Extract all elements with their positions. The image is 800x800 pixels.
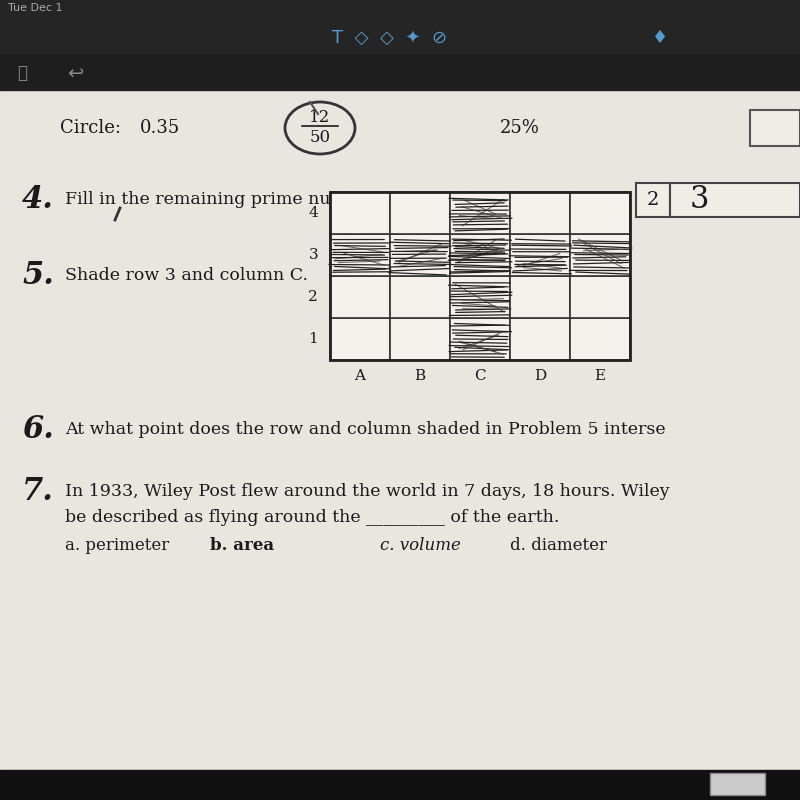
Text: Tue Dec 1: Tue Dec 1 (8, 3, 62, 13)
Bar (570, 234, 630, 276)
Text: a. perimeter: a. perimeter (65, 537, 170, 554)
Text: T  ◇  ◇  ✦  ⊘: T ◇ ◇ ✦ ⊘ (333, 29, 447, 47)
Text: ↩: ↩ (67, 63, 83, 82)
Bar (636, 183, 670, 217)
Bar (330, 234, 390, 276)
Text: A: A (354, 369, 366, 383)
Text: At what point does the row and column shaded in Problem 5 interse: At what point does the row and column sh… (65, 422, 666, 438)
Bar (670, 183, 800, 217)
Bar (390, 318, 450, 360)
Bar (390, 234, 450, 276)
Bar (570, 318, 630, 360)
Text: In 1933, Wiley Post flew around the world in 7 days, 18 hours. Wiley: In 1933, Wiley Post flew around the worl… (65, 483, 670, 501)
Bar (40, 100, 800, 750)
Text: 50: 50 (310, 130, 330, 146)
Text: 4.: 4. (22, 185, 54, 215)
Bar (510, 276, 570, 318)
Bar (0, 55, 800, 90)
Text: c. volume: c. volume (380, 537, 461, 554)
Text: 12: 12 (310, 110, 330, 126)
Bar (330, 276, 390, 318)
Bar (0, 90, 800, 800)
Bar (0, 770, 800, 800)
Bar (450, 276, 510, 318)
Text: d. diameter: d. diameter (510, 537, 607, 554)
Text: ♦: ♦ (652, 29, 668, 47)
Bar (330, 192, 390, 234)
Text: be described as flying around the _________ of the earth.: be described as flying around the ______… (65, 510, 559, 526)
Bar (450, 192, 510, 234)
Bar (710, 773, 765, 795)
Bar (0, 0, 800, 55)
Bar (570, 192, 630, 234)
Text: Fill in the remaining prime numbers that are less than 20.: Fill in the remaining prime numbers that… (65, 191, 578, 209)
Text: ⬜: ⬜ (17, 64, 27, 82)
Text: 1: 1 (308, 332, 318, 346)
Bar (330, 192, 630, 360)
Text: 4: 4 (308, 206, 318, 220)
Bar (510, 318, 570, 360)
Bar (330, 318, 390, 360)
Bar (450, 234, 510, 276)
Text: B: B (414, 369, 426, 383)
Text: D: D (534, 369, 546, 383)
Text: 3: 3 (690, 185, 710, 215)
Bar (750, 110, 800, 146)
Text: Shade row 3 and column C.: Shade row 3 and column C. (65, 267, 308, 285)
Text: 0.35: 0.35 (140, 119, 180, 137)
Bar (390, 192, 450, 234)
Text: 5.: 5. (22, 261, 54, 291)
Bar (510, 234, 570, 276)
Text: E: E (594, 369, 606, 383)
Bar (510, 192, 570, 234)
Text: 25%: 25% (500, 119, 540, 137)
Text: C: C (474, 369, 486, 383)
Text: 2: 2 (647, 191, 659, 209)
Text: b. area: b. area (210, 537, 274, 554)
Bar (570, 276, 630, 318)
Text: 3: 3 (308, 248, 318, 262)
Text: 6.: 6. (22, 414, 54, 446)
Bar (390, 276, 450, 318)
Bar (450, 318, 510, 360)
Text: Circle:: Circle: (60, 119, 121, 137)
Text: 2: 2 (308, 290, 318, 304)
Text: 7.: 7. (22, 477, 54, 507)
